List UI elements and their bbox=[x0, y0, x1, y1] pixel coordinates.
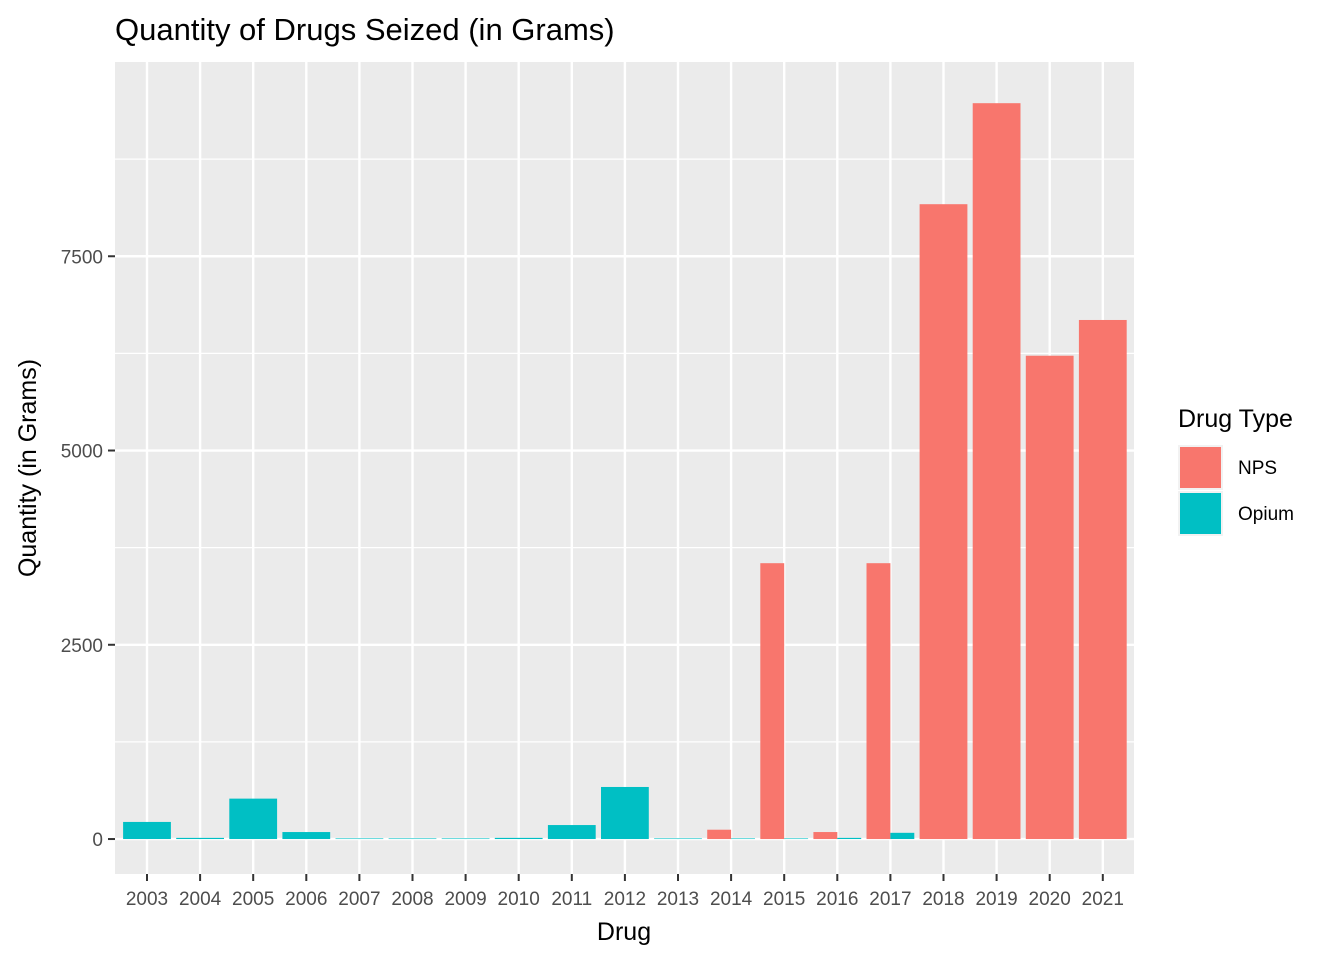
legend-label-nps: NPS bbox=[1238, 458, 1277, 479]
y-tick-label: 5000 bbox=[61, 442, 103, 463]
x-tick-label-2007: 2007 bbox=[338, 889, 380, 910]
chart-title: Quantity of Drugs Seized (in Grams) bbox=[115, 12, 615, 47]
bar-nps-2017 bbox=[866, 563, 891, 840]
y-tick-label: 7500 bbox=[61, 247, 103, 268]
bar-nps-2016 bbox=[813, 832, 838, 840]
bar-opium-2011 bbox=[547, 825, 596, 840]
y-axis-title: Quantity (in Grams) bbox=[14, 359, 42, 577]
bars bbox=[123, 103, 1127, 840]
x-axis: 2003 2004 2005 2006 2007 2008 2009 2010 2011 2012… bbox=[126, 874, 1124, 910]
x-tick-label-2010: 2010 bbox=[498, 889, 540, 910]
x-tick-label-2003: 2003 bbox=[126, 889, 168, 910]
legend-swatch-nps bbox=[1180, 447, 1221, 488]
x-tick-label-2013: 2013 bbox=[657, 889, 699, 910]
x-tick-label-2004: 2004 bbox=[179, 889, 222, 910]
bar-opium-2003 bbox=[123, 821, 171, 840]
bar-nps-2021 bbox=[1078, 319, 1127, 840]
bar-opium-2012 bbox=[601, 786, 649, 840]
x-tick-label-2008: 2008 bbox=[391, 889, 433, 910]
bar-opium-2009 bbox=[441, 838, 490, 840]
legend-label-opium: Opium bbox=[1238, 504, 1294, 525]
bar-nps-2018 bbox=[919, 204, 968, 840]
bar-nps-2015 bbox=[760, 563, 785, 840]
x-axis-title: Drug bbox=[597, 918, 651, 946]
bar-opium-2015 bbox=[784, 838, 809, 840]
x-tick-label-2006: 2006 bbox=[285, 889, 327, 910]
legend-swatch-opium bbox=[1180, 493, 1221, 534]
x-tick-label-2018: 2018 bbox=[922, 889, 964, 910]
x-tick-label-2016: 2016 bbox=[816, 889, 858, 910]
x-tick-label-2020: 2020 bbox=[1029, 889, 1071, 910]
x-tick-label-2017: 2017 bbox=[869, 889, 911, 910]
x-tick-label-2009: 2009 bbox=[444, 889, 486, 910]
x-tick-label-2005: 2005 bbox=[232, 889, 274, 910]
legend: Drug Type NPS Opium bbox=[1178, 405, 1294, 536]
bar-nps-2020 bbox=[1025, 355, 1074, 840]
bar-nps-2019 bbox=[972, 103, 1021, 840]
bar-opium-2010 bbox=[494, 837, 543, 840]
x-tick-label-2012: 2012 bbox=[604, 889, 646, 910]
x-tick-label-2011: 2011 bbox=[551, 889, 592, 910]
bar-nps-2014 bbox=[707, 829, 732, 840]
x-tick-label-2015: 2015 bbox=[763, 889, 805, 910]
x-tick-label-2021: 2021 bbox=[1082, 889, 1124, 910]
bar-opium-2006 bbox=[282, 832, 331, 840]
y-tick-label: 2500 bbox=[61, 636, 103, 657]
y-axis: 0 2500 5000 7500 bbox=[61, 247, 115, 851]
bar-opium-2014 bbox=[731, 838, 755, 840]
bar-opium-2016 bbox=[837, 837, 862, 840]
bar-opium-2013 bbox=[654, 838, 702, 840]
legend-title: Drug Type bbox=[1178, 405, 1293, 433]
bar-opium-2007 bbox=[335, 838, 384, 840]
bar-opium-2004 bbox=[176, 837, 224, 840]
bar-opium-2008 bbox=[388, 838, 437, 840]
bar-opium-2017 bbox=[890, 832, 915, 840]
y-tick-label: 0 bbox=[92, 830, 103, 851]
x-tick-label-2019: 2019 bbox=[975, 889, 1017, 910]
bar-opium-2005 bbox=[229, 798, 278, 840]
x-tick-label-2014: 2014 bbox=[710, 889, 753, 910]
